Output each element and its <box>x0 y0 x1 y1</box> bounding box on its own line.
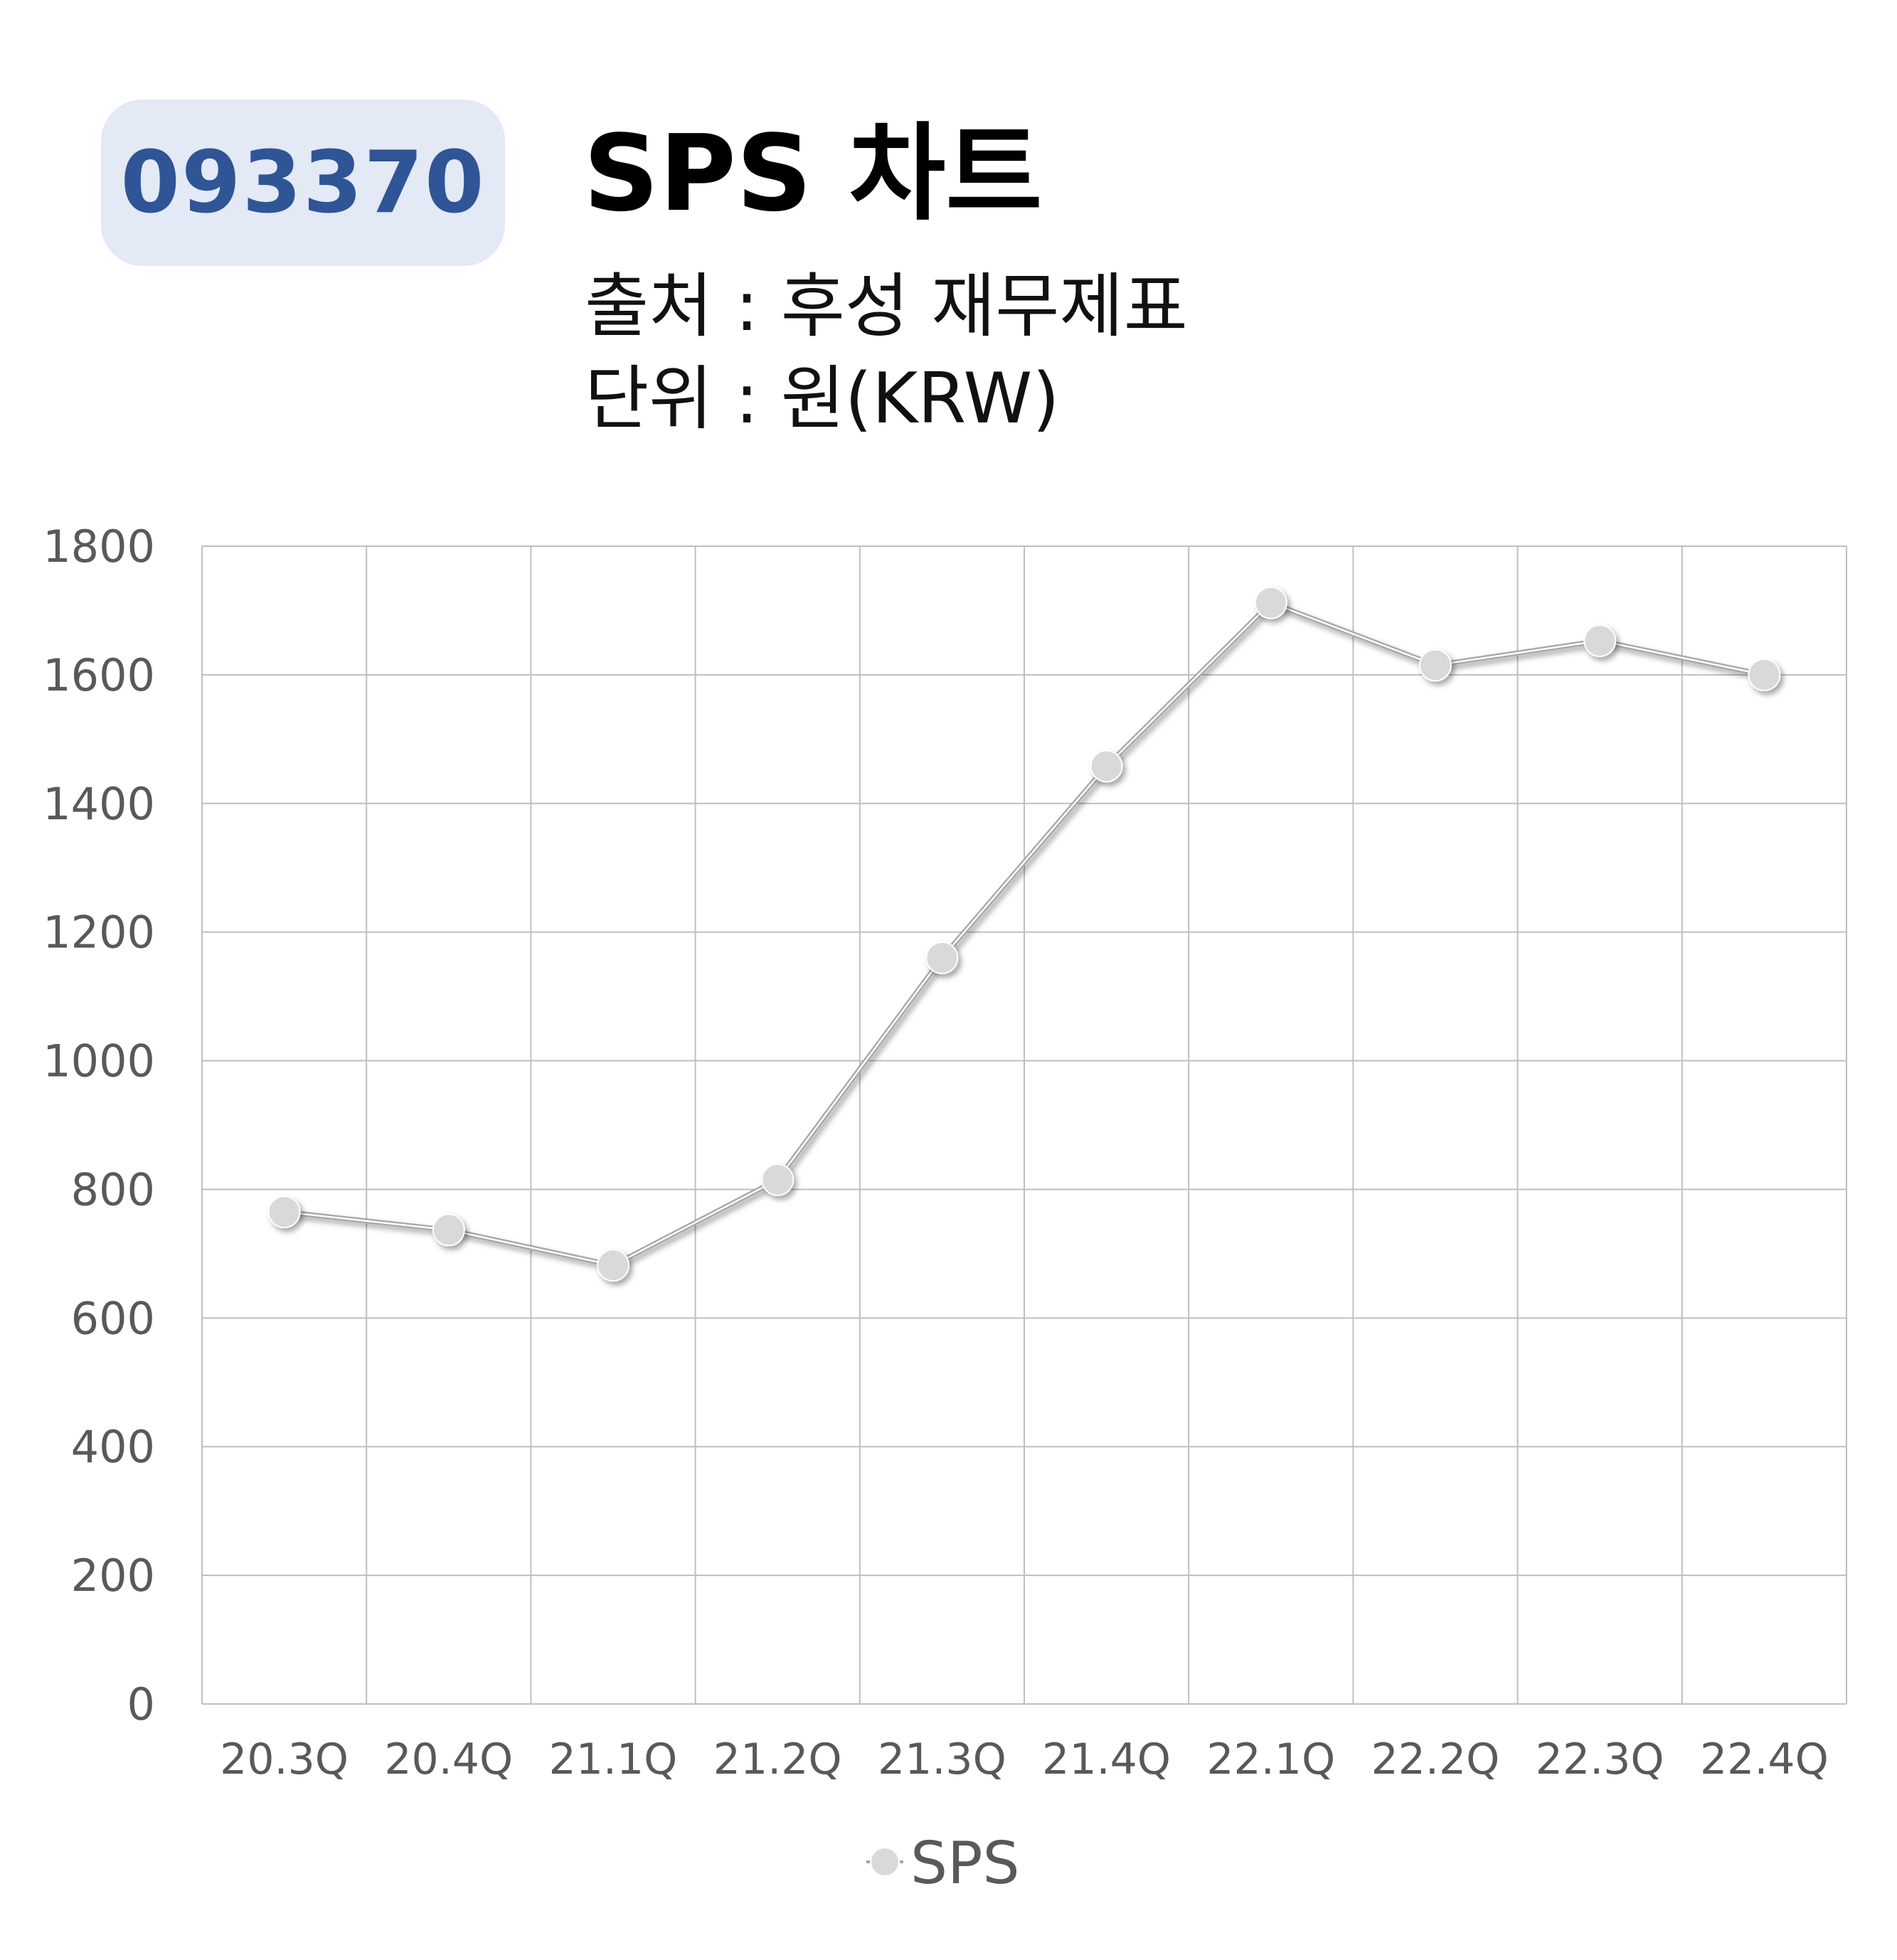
series-line-highlight <box>284 602 1765 1267</box>
x-tick-label: 22.4Q <box>1700 1735 1829 1784</box>
y-tick-label: 1200 <box>43 907 155 959</box>
x-tick-label: 22.3Q <box>1536 1735 1664 1784</box>
y-tick-label: 0 <box>127 1678 155 1730</box>
data-point <box>761 1163 795 1196</box>
stock-code-badge: 093370 <box>101 100 505 266</box>
y-tick-label: 200 <box>71 1550 155 1602</box>
x-tick-label: 22.1Q <box>1206 1735 1335 1784</box>
data-point <box>597 1249 629 1282</box>
x-tick-label: 21.4Q <box>1042 1735 1171 1784</box>
x-axis-ticks: 20.3Q 20.4Q 21.1Q 21.2Q 21.3Q 21.4Q 22.1Q 22.2Q… <box>220 1735 1829 1784</box>
data-point <box>925 941 959 974</box>
y-tick-label: 800 <box>71 1163 155 1215</box>
x-tick-label: 20.4Q <box>384 1735 513 1784</box>
y-tick-label: 400 <box>71 1421 155 1473</box>
y-tick-label: 1800 <box>43 521 155 572</box>
data-point <box>1419 649 1452 682</box>
legend: SPS <box>866 1830 1020 1897</box>
stock-code: 093370 <box>120 133 486 233</box>
source-note: 출처 : 후성 재무제표 <box>585 266 1188 347</box>
x-tick-label: 21.3Q <box>878 1735 1006 1784</box>
legend-label-sps: SPS <box>910 1830 1020 1897</box>
series-sps <box>267 586 1781 1282</box>
x-tick-label: 20.3Q <box>220 1735 349 1784</box>
x-tick-label: 22.2Q <box>1371 1735 1500 1784</box>
x-tick-label: 21.1Q <box>549 1735 678 1784</box>
data-point <box>1748 658 1781 691</box>
data-point <box>432 1213 465 1247</box>
y-tick-label: 1000 <box>43 1035 155 1087</box>
x-tick-label: 21.2Q <box>713 1735 842 1784</box>
data-point <box>1090 750 1123 783</box>
y-tick-label: 1600 <box>43 649 155 701</box>
grid <box>201 545 1847 1705</box>
unit-note: 단위 : 원(KRW) <box>585 358 1060 440</box>
chart-title: SPS 차트 <box>583 112 1043 235</box>
data-point <box>1583 624 1617 657</box>
y-axis-ticks: 0 200 400 600 800 1000 1200 1400 1600 1800 <box>43 521 155 1730</box>
data-point <box>1254 586 1287 619</box>
y-tick-label: 1400 <box>43 778 155 830</box>
legend-marker <box>870 1847 900 1877</box>
data-point <box>267 1195 301 1229</box>
y-tick-label: 600 <box>71 1292 155 1344</box>
